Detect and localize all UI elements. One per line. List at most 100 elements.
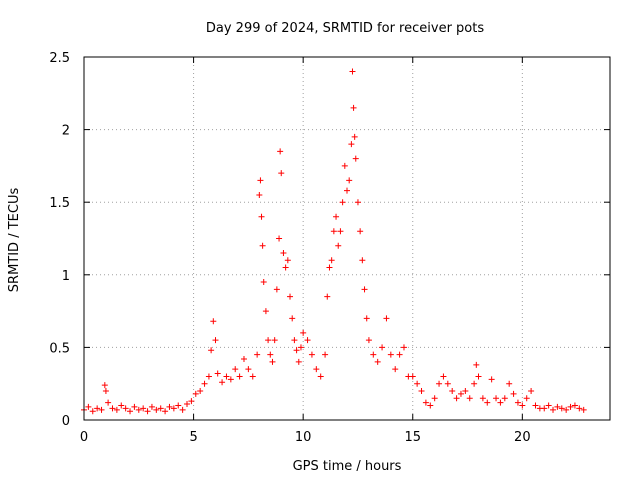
- data-point: [414, 380, 421, 387]
- data-point: [571, 402, 578, 409]
- data-point: [484, 399, 491, 406]
- data-point: [326, 264, 333, 271]
- data-point: [383, 315, 390, 322]
- data-point: [249, 373, 256, 380]
- x-tick-label: 0: [80, 430, 88, 445]
- data-point: [576, 405, 583, 412]
- data-point: [479, 395, 486, 402]
- data-point: [127, 408, 134, 415]
- data-point: [349, 68, 356, 75]
- data-point: [210, 318, 217, 325]
- data-point: [396, 351, 403, 358]
- data-point: [344, 187, 350, 194]
- data-point: [278, 170, 285, 177]
- data-point: [256, 191, 263, 198]
- data-point: [580, 406, 587, 413]
- data-point: [361, 286, 368, 293]
- data-point: [317, 373, 324, 380]
- data-point: [157, 405, 164, 412]
- data-point: [351, 133, 358, 140]
- y-axis-label: SRMTID / TECUs: [7, 188, 22, 293]
- data-point: [170, 405, 177, 412]
- data-point: [352, 155, 359, 162]
- data-point: [422, 399, 429, 406]
- data-point: [236, 373, 243, 380]
- data-point: [554, 403, 561, 410]
- data-point: [148, 403, 155, 410]
- data-point: [131, 403, 138, 410]
- data-point: [280, 250, 287, 257]
- data-point: [85, 403, 92, 410]
- data-point: [324, 293, 331, 300]
- data-point: [265, 337, 272, 344]
- data-point: [101, 382, 108, 389]
- data-point: [387, 351, 394, 358]
- data-point: [175, 402, 182, 409]
- data-point: [144, 408, 151, 415]
- data-points: [81, 68, 587, 415]
- data-point: [227, 376, 234, 383]
- data-point: [300, 329, 307, 336]
- x-tick-label: 15: [404, 430, 421, 445]
- data-point: [528, 387, 535, 394]
- data-point: [153, 406, 160, 413]
- data-point: [297, 344, 304, 351]
- data-point: [240, 356, 247, 363]
- data-point: [453, 395, 460, 402]
- data-point: [330, 228, 337, 235]
- data-point: [184, 401, 191, 408]
- data-point: [118, 402, 125, 409]
- x-axis-ticks: 0 5 10 15 20: [80, 57, 531, 445]
- data-point: [291, 337, 298, 344]
- y-tick-label: 1: [62, 269, 70, 284]
- data-point: [257, 177, 264, 184]
- data-point: [466, 395, 473, 402]
- data-point: [219, 379, 226, 386]
- data-point: [208, 347, 215, 354]
- data-point: [374, 358, 381, 365]
- data-point: [258, 213, 265, 220]
- y-axis-ticks: 0 0.5 1 1.5 2 2.5: [49, 51, 610, 429]
- data-point: [359, 257, 366, 264]
- x-tick-label: 10: [295, 430, 312, 445]
- x-tick-label: 20: [514, 430, 531, 445]
- data-point: [308, 351, 315, 358]
- data-point: [563, 406, 570, 413]
- data-point: [282, 264, 289, 271]
- data-point: [284, 257, 291, 264]
- data-point: [475, 373, 482, 380]
- data-point: [188, 398, 195, 405]
- data-point: [567, 403, 574, 410]
- y-tick-label: 0: [62, 414, 70, 429]
- data-point: [365, 337, 372, 344]
- data-point: [409, 373, 416, 380]
- plot-frame: [83, 56, 611, 421]
- data-point: [493, 395, 500, 402]
- data-point: [162, 408, 169, 415]
- data-point: [532, 402, 539, 409]
- data-point: [545, 402, 552, 409]
- data-point: [462, 387, 469, 394]
- data-point: [328, 257, 335, 264]
- y-tick-label: 2: [62, 124, 70, 139]
- data-point: [140, 405, 147, 412]
- x-tick-label: 5: [189, 430, 197, 445]
- data-point: [471, 380, 478, 387]
- data-point: [223, 373, 230, 380]
- data-point: [267, 351, 274, 358]
- data-point: [337, 228, 344, 235]
- data-point: [335, 242, 342, 249]
- data-point: [122, 405, 129, 412]
- data-point: [273, 286, 280, 293]
- data-point: [262, 308, 269, 315]
- grid-lines: [84, 57, 610, 420]
- data-point: [370, 351, 377, 358]
- data-point: [197, 387, 204, 394]
- data-point: [440, 373, 447, 380]
- data-point: [98, 406, 105, 413]
- data-point: [277, 148, 284, 155]
- data-point: [271, 337, 278, 344]
- data-point: [550, 406, 557, 413]
- data-point: [519, 402, 526, 409]
